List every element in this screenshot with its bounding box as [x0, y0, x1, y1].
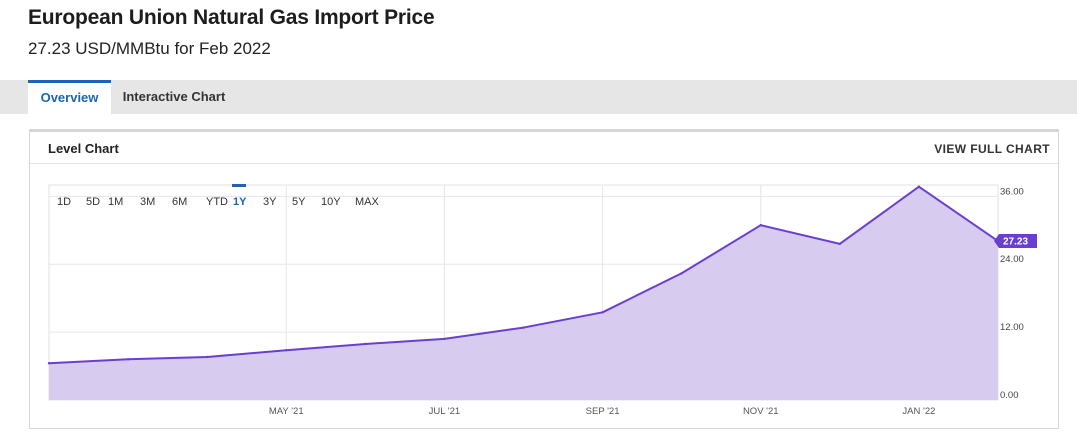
range-button-1d[interactable]: 1D [57, 196, 71, 208]
data-point [47, 362, 51, 365]
range-button-1m[interactable]: 1M [108, 196, 123, 208]
y-tick-label: 0.00 [1000, 390, 1019, 401]
y-tick-label: 24.00 [1000, 254, 1024, 265]
range-button-3m[interactable]: 3M [140, 196, 155, 208]
data-point [285, 349, 288, 352]
x-tick-label: SEP '21 [586, 406, 620, 417]
range-button-1y[interactable]: 1Y [233, 196, 247, 208]
view-full-chart-link[interactable]: VIEW FULL CHART [934, 142, 1050, 156]
area-fill [49, 186, 998, 400]
data-point [601, 311, 604, 314]
range-button-5d[interactable]: 5D [86, 196, 100, 208]
panel-title: Level Chart [48, 141, 119, 156]
y-tick-label: 12.00 [1000, 322, 1024, 333]
range-active-indicator [232, 184, 246, 187]
range-button-ytd[interactable]: YTD [206, 196, 228, 208]
page-subtitle: 27.23 USD/MMBtu for Feb 2022 [28, 39, 271, 58]
range-button-6m[interactable]: 6M [172, 196, 187, 208]
range-button-10y[interactable]: 10Y [321, 196, 341, 208]
data-point [680, 272, 683, 275]
range-button-3y[interactable]: 3Y [263, 196, 277, 208]
tab-interactive-chart[interactable]: Interactive Chart [122, 89, 226, 104]
tab-bar: Overview Interactive Chart [0, 80, 1077, 114]
data-point [917, 185, 921, 188]
y-tick-label: 36.00 [1000, 186, 1024, 197]
x-tick-label: JAN '22 [902, 406, 935, 417]
x-tick-label: JUL '21 [429, 406, 461, 417]
x-tick-label: MAY '21 [269, 406, 304, 417]
data-point [838, 242, 842, 246]
tab-overview[interactable]: Overview [28, 80, 111, 114]
last-value-badge: 27.23 [994, 234, 1037, 249]
range-button-5y[interactable]: 5Y [292, 196, 306, 208]
data-point [443, 337, 446, 341]
range-button-max[interactable]: MAX [355, 196, 380, 208]
data-point [759, 223, 762, 227]
data-point [522, 326, 525, 329]
panel-divider [30, 163, 1058, 164]
data-point [205, 355, 209, 359]
last-value-label: 27.23 [1003, 237, 1028, 248]
x-tick-label: NOV '21 [743, 406, 779, 417]
last-value-badge-shape [994, 234, 1037, 249]
page-title: European Union Natural Gas Import Price [28, 6, 435, 29]
data-point [364, 342, 367, 346]
data-point [126, 358, 130, 361]
